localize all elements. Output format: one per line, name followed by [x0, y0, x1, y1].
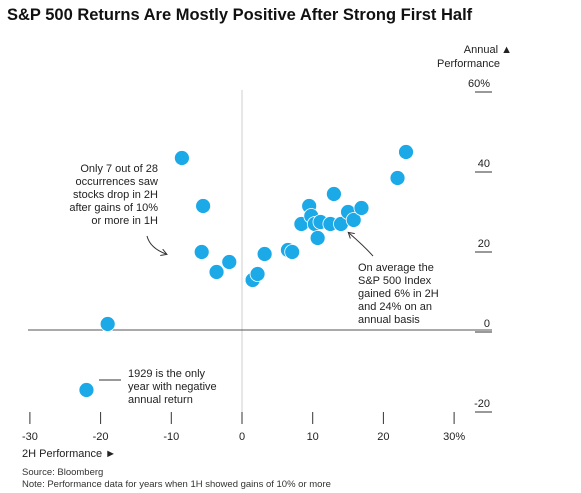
x-tick-label: 20: [377, 431, 389, 443]
x-tick-label: 10: [307, 431, 319, 443]
x-tick-label: -30: [22, 431, 38, 443]
data-point: [78, 382, 95, 398]
annotation-arrow: [146, 235, 166, 254]
x-tick-label: -10: [163, 431, 179, 443]
data-point: [284, 244, 301, 260]
data-point: [256, 246, 273, 262]
annotation-text: Only 7 out of 28 occurrences saw stocks dr…: [69, 163, 158, 227]
data-point: [389, 170, 406, 186]
data-point: [193, 244, 210, 260]
annotation-arrow: [349, 233, 374, 257]
y-tick-label: 40: [478, 158, 490, 170]
data-note: Note: Performance data for years when 1H…: [22, 479, 331, 490]
annotation-line: or more in 1H: [91, 215, 158, 227]
data-points: [78, 144, 414, 398]
y-axis-label-line2: Performance: [437, 58, 500, 70]
annotation-line: year with negative: [128, 381, 217, 393]
annotation-line: annual basis: [358, 314, 420, 326]
source-note: Source: Bloomberg: [22, 467, 104, 478]
data-point: [345, 212, 362, 228]
data-point: [309, 230, 326, 246]
x-axis-label: 2H Performance ►: [22, 448, 116, 460]
data-point: [353, 200, 370, 216]
annotation-text: On average the S&P 500 Index gained 6% in …: [358, 262, 439, 326]
annotation-text: 1929 is the only year with negative annual…: [128, 368, 217, 406]
annotations: Only 7 out of 28 occurrences saw stocks dr…: [69, 163, 438, 406]
y-tick-label: 0: [484, 318, 490, 330]
annotation-line: S&P 500 Index: [358, 275, 432, 287]
data-point: [208, 264, 225, 280]
axes: 60% 40 20 0 -20 -30 -20 -10 0 10 20 30% 2H Performan…: [22, 44, 512, 460]
annotation-line: On average the: [358, 262, 434, 274]
data-point: [326, 186, 342, 202]
data-point: [195, 198, 212, 214]
x-tick-label: 0: [239, 431, 245, 443]
y-tick-label: 20: [478, 238, 490, 250]
data-point: [249, 266, 266, 282]
x-tick-label: 30%: [443, 431, 465, 443]
annotation-line: after gains of 10%: [69, 202, 158, 214]
annotation-line: 1929 is the only: [128, 368, 206, 380]
chart-title: S&P 500 Returns Are Mostly Positive Afte…: [7, 6, 473, 24]
y-tick-label: 60%: [468, 78, 490, 90]
annotation-line: annual return: [128, 394, 193, 406]
x-tick-label: -20: [93, 431, 109, 443]
annotation-line: stocks drop in 2H: [73, 189, 158, 201]
data-point: [99, 316, 116, 332]
footer: Source: Bloomberg Note: Performance data…: [22, 467, 331, 491]
annotation-line: and 24% on an: [358, 301, 432, 313]
annotation-line: Only 7 out of 28: [80, 163, 158, 175]
data-point: [174, 150, 190, 166]
y-axis-label: Annual ▲: [464, 44, 512, 56]
data-point: [398, 144, 414, 160]
annotation-line: gained 6% in 2H: [358, 288, 439, 300]
data-point: [221, 254, 238, 270]
annotation-line: occurrences saw: [75, 176, 158, 188]
y-tick-label: -20: [474, 398, 490, 410]
